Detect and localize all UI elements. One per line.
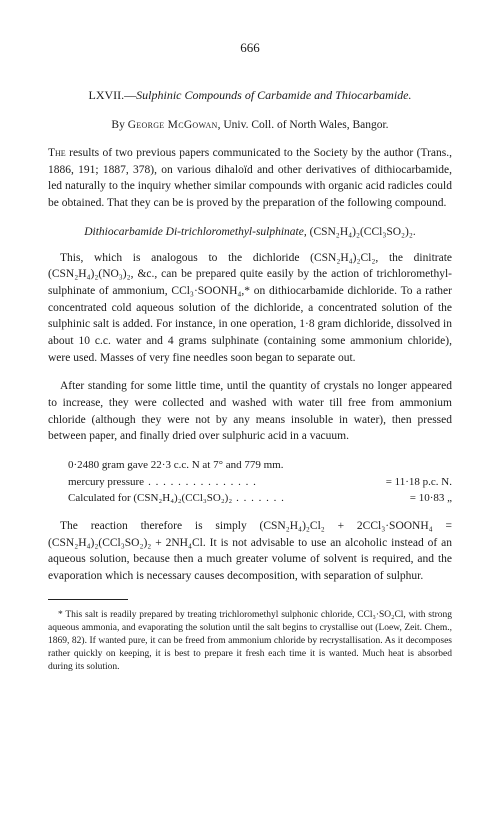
paragraph-1: The results of two previous papers commu… bbox=[48, 145, 452, 212]
calc2-dots: . . . . . . . . . . . . . . . bbox=[144, 474, 386, 491]
calculation-block: 0·2480 gram gave 22·3 c.c. N at 7° and 7… bbox=[68, 457, 452, 507]
calc3-dots: . . . . . . . bbox=[232, 490, 410, 507]
article-title: LXVII.—Sulphinic Compounds of Carbamide … bbox=[48, 88, 452, 103]
footnote: * This salt is readily prepared by treat… bbox=[48, 609, 452, 673]
title-roman: LXVII. bbox=[89, 88, 125, 102]
calc-line-3: Calculated for (CSN₂H₄)₂(CCl₃SO₂)₂ . . .… bbox=[68, 490, 452, 507]
section-title: Dithiocarbamide Di-trichloromethyl-sulph… bbox=[48, 226, 452, 238]
title-dash: — bbox=[124, 88, 136, 102]
paragraph-3: After standing for some little time, unt… bbox=[48, 378, 452, 445]
author-by: By bbox=[111, 119, 127, 131]
author-line: By George McGowan, Univ. Coll. of North … bbox=[48, 119, 452, 131]
author-affiliation: , Univ. Coll. of North Wales, Bangor. bbox=[218, 119, 389, 131]
calc2-right: = 11·18 p.c. N. bbox=[386, 474, 452, 491]
para1-body: results of two previous papers communica… bbox=[48, 147, 452, 209]
section-formula: (CSN₂H₄)₂(CCl₃SO₂)₂. bbox=[310, 226, 416, 238]
calc-line-2: mercury pressure . . . . . . . . . . . .… bbox=[68, 474, 452, 491]
calc2-left: mercury pressure bbox=[68, 474, 144, 491]
paragraph-2: This, which is analogous to the dichlori… bbox=[48, 250, 452, 367]
page: 666 LXVII.—Sulphinic Compounds of Carbam… bbox=[0, 0, 500, 713]
page-number: 666 bbox=[48, 40, 452, 56]
title-italic: Sulphinic Compounds of Carbamide and Thi… bbox=[136, 88, 411, 102]
author-name: George McGowan bbox=[128, 119, 218, 131]
footnote-rule bbox=[48, 599, 128, 600]
para1-lead: The bbox=[48, 147, 66, 159]
paragraph-4: The reaction therefore is simply (CSN₂H₄… bbox=[48, 518, 452, 585]
calc3-right: = 10·83 „ bbox=[410, 490, 452, 507]
calc3-left: Calculated for (CSN₂H₄)₂(CCl₃SO₂)₂ bbox=[68, 490, 232, 507]
calc-line-1: 0·2480 gram gave 22·3 c.c. N at 7° and 7… bbox=[68, 457, 452, 474]
section-title-text: Dithiocarbamide Di-trichloromethyl-sulph… bbox=[84, 226, 309, 238]
